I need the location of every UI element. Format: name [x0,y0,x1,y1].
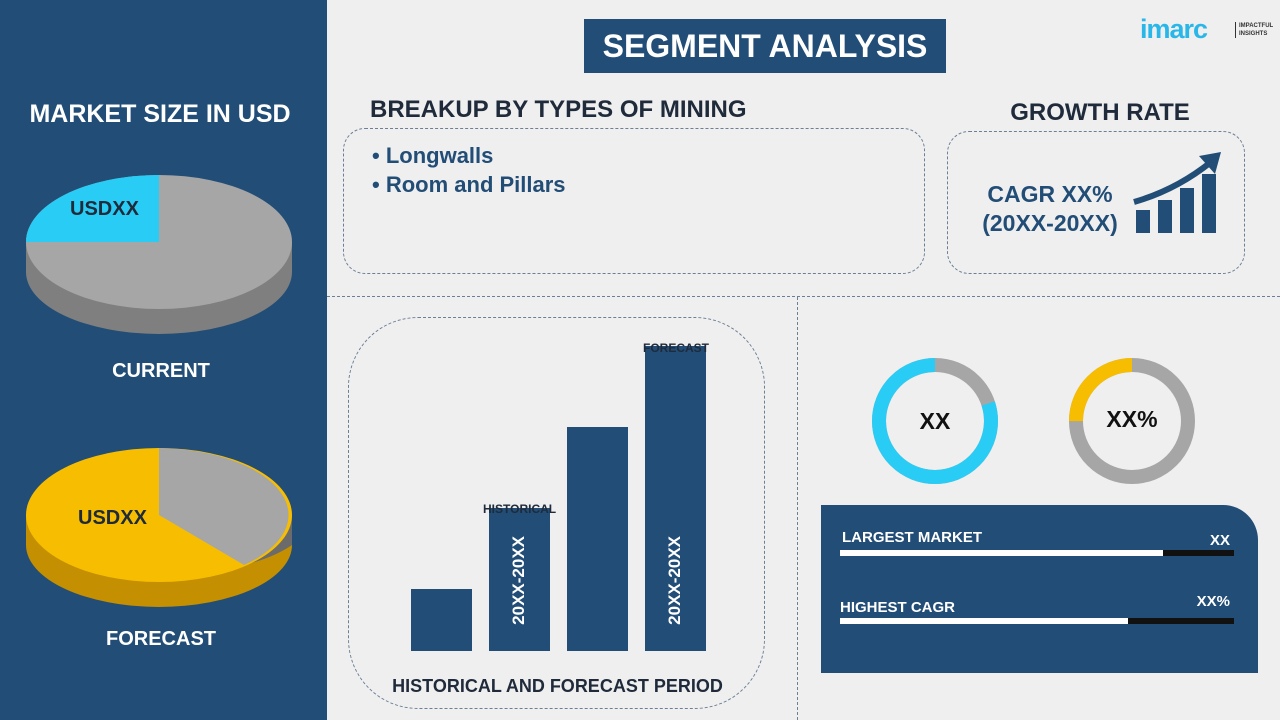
breakup-item: • Room and Pillars [372,172,566,197]
cagr-value: CAGR XX% [987,181,1113,207]
x-axis-label: HISTORICAL AND FORECAST PERIOD [392,676,723,696]
historical-label: HISTORICAL [483,502,557,516]
breakup-item: • Longwalls [372,143,494,168]
donut-1-label: XX [919,408,951,434]
forecast-value: USDXX [78,507,147,529]
largest-market-label: LARGEST MARKET [842,529,982,546]
growth-box: CAGR XX% (20XX-20XX) [947,131,1245,274]
growth-title: GROWTH RATE [1010,99,1190,126]
market-size-title: MARKET SIZE IN USD [29,100,291,128]
imarc-logo: imarc [1140,14,1208,44]
highest-cagr-bar [840,618,1234,624]
divider [797,297,798,720]
largest-market-bar [840,550,1234,556]
logo-tagline: IMPACTFUL INSIGHTS [1235,22,1275,38]
bar-3 [567,427,628,651]
bar-forecast: 20XX-20XX [645,346,706,651]
highest-cagr-label: HIGHEST CAGR [840,599,956,616]
historical-period: 20XX-20XX [509,536,528,625]
forecast-label: FORECAST [643,341,709,355]
donut-2-label: XX% [1106,406,1158,432]
growth-chart-icon [1133,152,1221,233]
bar-chart-box: 20XX-20XX 20XX-20XX HISTORICAL FORECAST … [348,317,765,709]
cagr-period: (20XX-20XX) [982,210,1118,236]
breakup-title: BREAKUP BY TYPES OF MINING [370,96,747,123]
breakup-box: • Longwalls • Room and Pillars [343,128,925,274]
divider [327,296,1280,297]
bar-1 [411,589,472,651]
forecast-period: 20XX-20XX [665,536,684,625]
largest-market-value: XX [1209,532,1230,549]
forecast-pie-chart [26,448,292,607]
highest-cagr-value: XX% [1196,593,1230,610]
bar-historical: 20XX-20XX [489,508,550,651]
current-value: USDXX [70,198,139,220]
current-pie-chart [26,175,292,334]
market-size-panel: MARKET SIZE IN USD USDXX CURRENT USDXX F… [0,0,327,720]
forecast-label: FORECAST [106,628,216,650]
donut-2 [1069,358,1195,484]
page-title: SEGMENT ANALYSIS [584,19,946,73]
current-label: CURRENT [112,360,210,382]
donut-1 [872,358,998,484]
stats-box: LARGEST MARKET XX HIGHEST CAGR XX% [821,505,1258,673]
